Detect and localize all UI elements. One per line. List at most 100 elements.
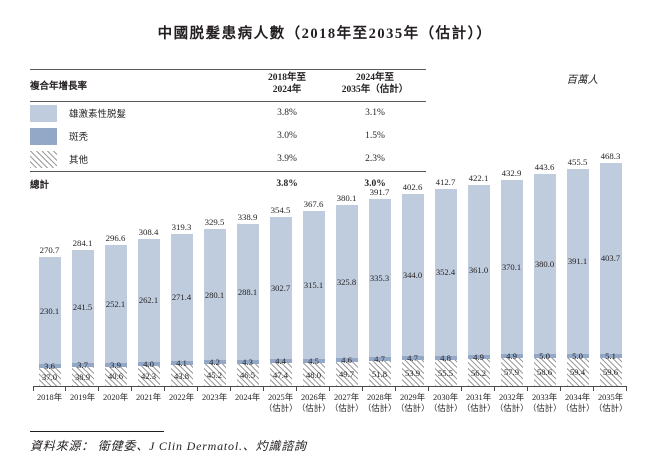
bar-total-label: 367.6 <box>303 198 324 209</box>
segment-value: 391.1 <box>567 256 588 267</box>
bar-column: 354.5 302.7 4.4 47.4 <box>264 155 297 386</box>
bar-total-label: 468.3 <box>600 150 621 161</box>
bar-stack: 361.0 4.9 56.2 <box>467 184 490 386</box>
estimate-note: （估計） <box>495 403 529 413</box>
segment-value: 4.6 <box>341 355 352 366</box>
segment-areata: 5.0 <box>533 351 556 361</box>
cagr-value: 1.5% <box>365 131 385 142</box>
bar-stack: 230.1 3.6 37.0 <box>38 256 61 386</box>
cagr-value: 2.3% <box>365 154 385 165</box>
segment-androgenetic: 280.1 <box>203 228 226 361</box>
segment-value: 59.4 <box>569 366 586 377</box>
segment-androgenetic: 271.4 <box>170 233 193 362</box>
axis-tick <box>462 387 495 391</box>
segment-value: 3.6 <box>44 361 55 372</box>
segment-value: 344.0 <box>402 270 423 281</box>
x-axis-label: 2034年 （估計） <box>561 393 595 413</box>
bar-column: 270.7 230.1 3.6 37.0 <box>33 155 66 386</box>
segment-others: 48.0 <box>302 363 325 386</box>
estimate-note: （估計） <box>561 403 595 413</box>
segment-others: 47.4 <box>269 363 292 386</box>
segment-value: 271.4 <box>171 292 192 303</box>
bar-stack: 252.1 3.9 40.6 <box>104 244 127 386</box>
x-axis-label: 2033年 （估計） <box>528 393 562 413</box>
hatch-swatch <box>30 150 57 168</box>
segment-androgenetic: 403.7 <box>599 162 622 354</box>
segment-androgenetic: 302.7 <box>269 216 292 360</box>
segment-androgenetic: 344.0 <box>401 194 424 357</box>
segment-value: 288.1 <box>237 287 258 298</box>
x-axis-labels: 2018年 2019年 2020年 2021年 2022年 2023年 2024年 2025年… <box>33 393 628 415</box>
segment-areata: 4.8 <box>434 353 457 363</box>
estimate-note: （估計） <box>396 403 430 413</box>
bar-column: 412.7 352.4 4.8 55.5 <box>429 155 462 386</box>
bar-stack: 315.1 4.5 48.0 <box>302 210 325 386</box>
unit-label: 百萬人 <box>566 75 599 86</box>
estimate-note: （估計） <box>297 403 331 413</box>
segment-value: 4.2 <box>209 357 220 368</box>
segment-areata: 3.9 <box>104 360 127 370</box>
segment-others: 37.0 <box>38 368 61 386</box>
legend-label: 斑秃 <box>69 133 89 144</box>
segment-areata: 3.6 <box>38 361 61 371</box>
x-axis-label: 2031年 （估計） <box>462 393 496 413</box>
segment-value: 4.0 <box>143 358 154 369</box>
segment-value: 38.9 <box>74 371 91 382</box>
light-blue-swatch <box>30 104 57 122</box>
segment-others: 57.9 <box>500 358 523 386</box>
segment-androgenetic: 370.1 <box>500 179 523 355</box>
x-axis-label: 2019年 <box>69 393 96 402</box>
bar-total-label: 329.5 <box>204 216 225 227</box>
bar-total-label: 296.6 <box>105 232 126 243</box>
bar-stack: 391.1 5.0 59.4 <box>566 168 589 386</box>
bars-area: 270.7 230.1 3.6 37.0 284.1 241.5 3.7 38.9 296.6 2… <box>33 151 627 387</box>
x-axis-label: 2025年 （估計） <box>264 393 298 413</box>
axis-tick <box>594 387 627 391</box>
bar-stack: 380.0 5.0 58.6 <box>533 174 556 386</box>
segment-areata: 5.1 <box>599 351 622 361</box>
axis-tick <box>99 387 132 391</box>
segment-value: 4.8 <box>440 352 451 363</box>
bar-column: 308.4 262.1 4.0 42.3 <box>132 155 165 386</box>
segment-value: 48.0 <box>305 369 322 380</box>
x-axis-label: 2027年 （估計） <box>330 393 364 413</box>
segment-value: 335.3 <box>369 273 390 284</box>
segment-value: 4.1 <box>176 358 187 369</box>
bar-column: 402.6 344.0 4.7 53.9 <box>396 155 429 386</box>
segment-value: 57.9 <box>503 367 520 378</box>
segment-value: 370.1 <box>501 261 522 272</box>
segment-value: 5.0 <box>572 350 583 361</box>
bar-total-label: 422.1 <box>468 172 489 183</box>
segment-value: 5.0 <box>539 351 550 361</box>
total-label: 總計 <box>30 180 50 191</box>
segment-value: 4.7 <box>374 354 385 365</box>
bar-total-label: 380.1 <box>336 192 357 203</box>
axis-tick <box>561 387 594 391</box>
axis-tick <box>429 387 462 391</box>
page-title: 中國脱髮患病人數（2018年至2035年（估計）） <box>157 26 493 42</box>
segment-areata: 4.4 <box>269 356 292 366</box>
x-axis-label: 2021年 <box>135 393 162 402</box>
segment-others: 46.5 <box>236 363 259 386</box>
segment-androgenetic: 352.4 <box>434 189 457 356</box>
x-axis-label: 2030年 （估計） <box>429 393 463 413</box>
segment-value: 46.5 <box>239 369 256 380</box>
segment-others: 53.9 <box>401 360 424 386</box>
bar-column: 338.9 288.1 4.3 46.5 <box>231 155 264 386</box>
segment-areata: 4.1 <box>170 358 193 368</box>
segment-value: 380.0 <box>534 259 555 270</box>
source-divider <box>30 431 164 432</box>
estimate-note: （估計） <box>363 403 397 413</box>
bar-stack: 344.0 4.7 53.9 <box>401 194 424 386</box>
bar-total-label: 354.5 <box>270 204 291 215</box>
bar-column: 432.9 370.1 4.9 57.9 <box>495 155 528 386</box>
x-axis-label: 2028年 （估計） <box>363 393 397 413</box>
bar-total-label: 391.7 <box>369 187 390 198</box>
cagr-value: 3.1% <box>365 108 385 119</box>
segment-androgenetic: 288.1 <box>236 224 259 360</box>
bar-column: 319.3 271.4 4.1 43.8 <box>165 155 198 386</box>
bar-column: 455.5 391.1 5.0 59.4 <box>561 155 594 386</box>
segment-areata: 4.7 <box>368 354 391 364</box>
bar-column: 329.5 280.1 4.2 45.2 <box>198 155 231 386</box>
axis-tick <box>33 387 66 391</box>
